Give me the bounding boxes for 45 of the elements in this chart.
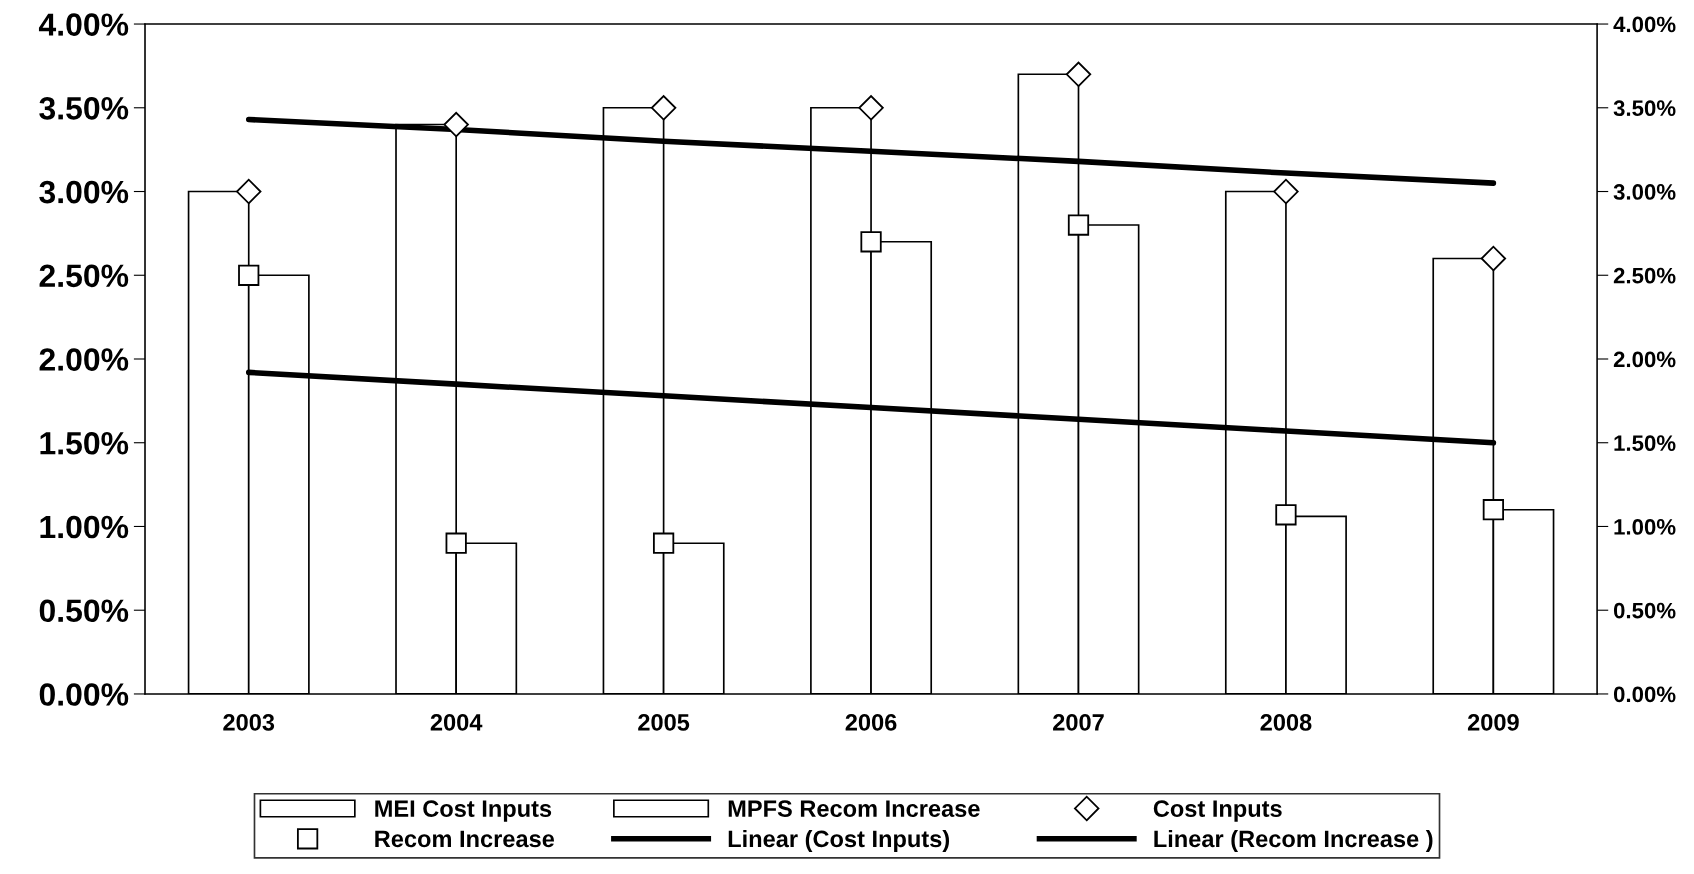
point — [1273, 178, 1299, 205]
point — [1482, 499, 1505, 521]
y2-tick-label: 2.00% — [1613, 351, 1676, 368]
point — [1065, 61, 1092, 87]
y-tick-label: 2.50% — [39, 264, 129, 288]
point — [445, 532, 467, 554]
point — [650, 95, 677, 121]
y-tick-label: 3.00% — [39, 180, 129, 204]
y2-tick-label: 0.00% — [1613, 686, 1676, 703]
y-tick-label: 2.00% — [39, 348, 129, 371]
y2-tick-label: 3.00% — [1613, 184, 1676, 200]
y2-tick-label: 2.50% — [1613, 267, 1676, 284]
y-tick-label: 1.50% — [40, 432, 129, 455]
point — [443, 111, 469, 138]
y2-tick-label: 1.00% — [1614, 519, 1676, 535]
y2-tick-label: 1.50% — [1614, 435, 1676, 452]
y-tick-label: 1.00% — [40, 515, 129, 539]
x-tick-label: 2007 — [1053, 714, 1104, 731]
legend-label: MPFS Recom Increase — [728, 800, 980, 817]
point — [860, 231, 882, 253]
y-tick-label: 4.00% — [38, 13, 129, 36]
point — [1275, 504, 1297, 526]
x-tick-label: 2006 — [845, 714, 897, 731]
legend-label: MEI Cost Inputs — [375, 800, 552, 822]
x-tick-label: 2009 — [1467, 714, 1519, 731]
y2-tick-label: 4.00% — [1613, 16, 1676, 33]
text: Recom Increase — [375, 830, 555, 848]
y-tick-label: 0.50% — [39, 599, 129, 623]
point — [1067, 214, 1090, 236]
x-tick-label: 2008 — [1260, 714, 1312, 731]
x-tick-label: 2003 — [223, 714, 275, 731]
legend-label: Linear (Cost Inputs) — [728, 829, 950, 852]
point — [1480, 245, 1507, 272]
y-tick-label: 0.00% — [39, 683, 129, 706]
x-tick-label: 2005 — [638, 714, 690, 731]
point — [652, 532, 675, 554]
point — [858, 95, 884, 121]
point — [238, 264, 260, 286]
y-tick-label: 3.50% — [39, 97, 129, 120]
y2-tick-label: 3.50% — [1613, 100, 1676, 117]
legend-label: Cost Inputs — [1153, 800, 1282, 822]
point — [236, 178, 262, 205]
y2-tick-label: 0.50% — [1613, 602, 1676, 619]
legend-label: Linear (Recom Increase ) — [1154, 829, 1433, 852]
x-tick-label: 2004 — [430, 714, 483, 731]
